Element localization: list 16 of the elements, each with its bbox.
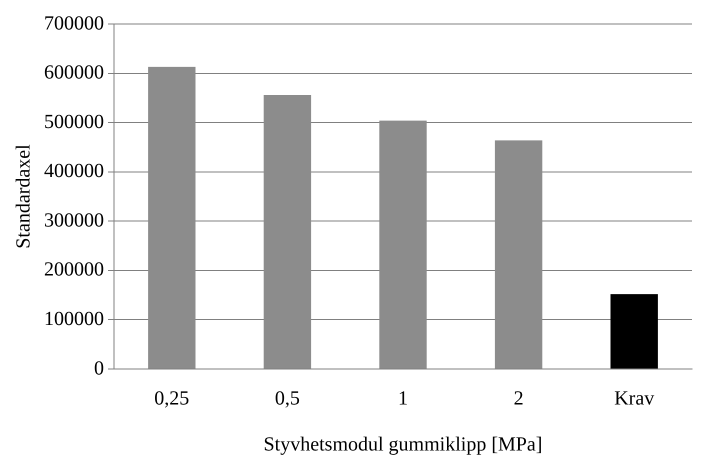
- x-tick-label: 1: [398, 387, 408, 410]
- y-tick-label: 0: [94, 357, 104, 380]
- x-axis-title: Styvhetsmodul gummiklipp [MPa]: [264, 433, 542, 456]
- x-tick-label: 0,25: [154, 387, 190, 410]
- x-tick-label: Krav: [614, 387, 654, 410]
- y-tick-label: 200000: [44, 258, 104, 281]
- y-tick-label: 400000: [44, 160, 104, 182]
- y-tick-label: 500000: [44, 110, 104, 133]
- y-tick-label: 700000: [44, 12, 104, 34]
- x-tick-label: 2: [514, 387, 524, 410]
- y-tick-label: 100000: [44, 308, 104, 330]
- y-tick-label: 300000: [44, 209, 104, 232]
- y-tick-label: 600000: [44, 62, 104, 84]
- x-tick-label: 0,5: [274, 387, 300, 410]
- bar: [610, 294, 658, 368]
- y-axis-title: Standardaxel: [12, 144, 34, 249]
